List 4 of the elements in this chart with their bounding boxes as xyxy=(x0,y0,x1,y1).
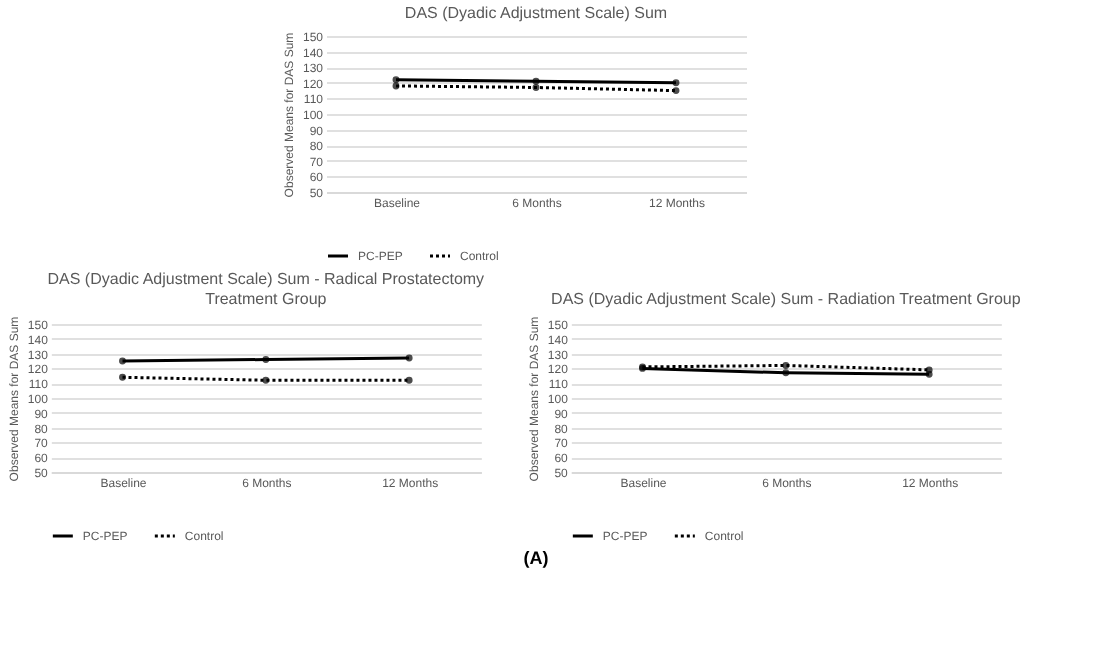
chart-title: DAS (Dyadic Adjustment Scale) Sum - Radiation Treatment Group xyxy=(551,289,1022,308)
chart-title: DAS (Dyadic Adjustment Scale) Sum xyxy=(404,4,668,22)
chart-title: DAS (Dyadic Adjustment Scale) Sum - Radical Prostatectomy Treatment Group xyxy=(47,269,485,308)
text: (A) xyxy=(523,548,549,568)
